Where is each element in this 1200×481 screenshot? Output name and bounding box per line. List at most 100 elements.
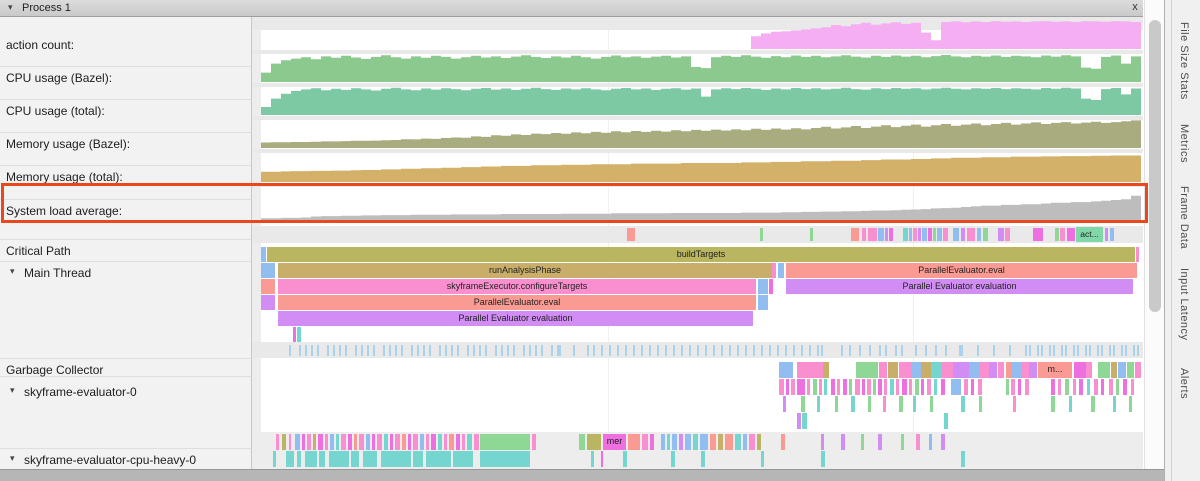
critical-path-event[interactable] bbox=[851, 228, 859, 241]
gc-event[interactable] bbox=[793, 345, 795, 356]
critical-path-event[interactable] bbox=[1110, 228, 1114, 241]
gc-event[interactable] bbox=[423, 345, 425, 356]
gc-event[interactable] bbox=[849, 345, 851, 356]
trace-slice[interactable] bbox=[879, 362, 887, 378]
gc-event[interactable] bbox=[593, 345, 595, 356]
gc-event[interactable] bbox=[289, 345, 291, 356]
gc-event[interactable] bbox=[559, 345, 561, 356]
trace-slice-labeled[interactable]: Parallel Evaluator evaluation bbox=[786, 279, 1133, 294]
trace-slice[interactable] bbox=[797, 413, 801, 429]
trace-slice[interactable] bbox=[779, 379, 784, 395]
trace-slice[interactable] bbox=[642, 434, 648, 450]
trace-slice[interactable] bbox=[1118, 362, 1126, 378]
trace-slice[interactable] bbox=[909, 379, 912, 395]
gc-event[interactable] bbox=[367, 345, 369, 356]
gc-event[interactable] bbox=[389, 345, 391, 356]
gc-event[interactable] bbox=[885, 345, 887, 356]
gc-event[interactable] bbox=[1053, 345, 1055, 356]
trace-slice[interactable] bbox=[901, 434, 904, 450]
gc-event[interactable] bbox=[529, 345, 531, 356]
trace-slice[interactable] bbox=[821, 434, 824, 450]
gc-event[interactable] bbox=[801, 345, 803, 356]
trace-slice[interactable] bbox=[366, 434, 370, 450]
gc-event[interactable] bbox=[479, 345, 481, 356]
gc-event[interactable] bbox=[777, 345, 779, 356]
trace-slice[interactable] bbox=[930, 396, 933, 412]
trace-slice[interactable] bbox=[329, 451, 349, 467]
trace-slice[interactable] bbox=[384, 434, 388, 450]
trace-slice[interactable] bbox=[276, 434, 279, 450]
gc-event[interactable] bbox=[633, 345, 635, 356]
critical-path-event[interactable] bbox=[760, 228, 763, 241]
gc-event[interactable] bbox=[1137, 345, 1139, 356]
trace-slice[interactable] bbox=[758, 279, 768, 294]
counter-chart-action-count[interactable] bbox=[261, 18, 1141, 49]
trace-slice[interactable] bbox=[927, 379, 931, 395]
trace-slice[interactable] bbox=[1065, 379, 1069, 395]
trace-slice[interactable] bbox=[1131, 379, 1134, 395]
trace-slice[interactable] bbox=[941, 434, 945, 450]
trace-slice-labeled[interactable]: buildTargets bbox=[267, 247, 1135, 262]
trace-slice[interactable] bbox=[786, 379, 789, 395]
trace-slice[interactable] bbox=[381, 451, 411, 467]
gc-event[interactable] bbox=[1065, 345, 1067, 356]
trace-slice[interactable] bbox=[921, 379, 924, 395]
critical-path-event[interactable] bbox=[1055, 228, 1059, 241]
trace-slice[interactable] bbox=[693, 434, 698, 450]
gc-event[interactable] bbox=[657, 345, 659, 356]
gc-event[interactable] bbox=[1029, 345, 1031, 356]
gc-event[interactable] bbox=[925, 345, 927, 356]
trace-slice[interactable] bbox=[837, 379, 840, 395]
trace-slice[interactable] bbox=[348, 434, 352, 450]
trace-slice[interactable] bbox=[841, 434, 845, 450]
trace-slice[interactable] bbox=[856, 362, 878, 378]
trace-slice[interactable] bbox=[979, 362, 989, 378]
gc-event[interactable] bbox=[961, 345, 963, 356]
trace-slice[interactable] bbox=[779, 362, 793, 378]
gc-event[interactable] bbox=[345, 345, 347, 356]
trace-slice[interactable] bbox=[449, 434, 454, 450]
gc-event[interactable] bbox=[1113, 345, 1115, 356]
gc-event[interactable] bbox=[411, 345, 413, 356]
gc-event[interactable] bbox=[417, 345, 419, 356]
trace-slice[interactable] bbox=[878, 434, 882, 450]
critical-path-event[interactable] bbox=[961, 228, 965, 241]
gc-event[interactable] bbox=[473, 345, 475, 356]
trace-slice[interactable] bbox=[1074, 362, 1086, 378]
trace-slice[interactable] bbox=[1069, 396, 1072, 412]
critical-path-event[interactable] bbox=[918, 228, 921, 241]
trace-slice[interactable] bbox=[913, 396, 916, 412]
gc-event[interactable] bbox=[439, 345, 441, 356]
gc-event[interactable] bbox=[485, 345, 487, 356]
trace-slice[interactable] bbox=[667, 434, 670, 450]
gc-event[interactable] bbox=[361, 345, 363, 356]
trace-slice[interactable] bbox=[390, 434, 393, 450]
trace-slice[interactable] bbox=[802, 413, 807, 429]
trace-slice[interactable] bbox=[1113, 396, 1116, 412]
trace-slice[interactable] bbox=[1018, 379, 1021, 395]
gc-event[interactable] bbox=[541, 345, 543, 356]
critical-path-event[interactable] bbox=[977, 228, 981, 241]
gc-event[interactable] bbox=[1041, 345, 1043, 356]
trace-slice[interactable] bbox=[679, 434, 683, 450]
trace-slice[interactable] bbox=[1087, 379, 1090, 395]
trace-slice[interactable] bbox=[1058, 379, 1061, 395]
trace-slice[interactable] bbox=[413, 434, 418, 450]
trace-slice[interactable] bbox=[480, 451, 530, 467]
gc-event[interactable] bbox=[1073, 345, 1075, 356]
gc-event[interactable] bbox=[495, 345, 497, 356]
trace-slice[interactable] bbox=[1135, 362, 1141, 378]
gc-event[interactable] bbox=[1085, 345, 1087, 356]
gc-event[interactable] bbox=[681, 345, 683, 356]
trace-slice[interactable] bbox=[1136, 247, 1139, 262]
trace-slice[interactable] bbox=[261, 247, 266, 262]
trace-slice[interactable] bbox=[377, 434, 382, 450]
trace-slice[interactable] bbox=[851, 396, 855, 412]
trace-slice[interactable] bbox=[758, 295, 768, 310]
trace-slice-labeled[interactable]: mer bbox=[603, 434, 626, 450]
gc-event[interactable] bbox=[895, 345, 897, 356]
gc-event[interactable] bbox=[745, 345, 747, 356]
gc-event[interactable] bbox=[557, 345, 559, 356]
trace-slice[interactable] bbox=[1091, 396, 1095, 412]
trace-slice[interactable] bbox=[807, 379, 810, 395]
